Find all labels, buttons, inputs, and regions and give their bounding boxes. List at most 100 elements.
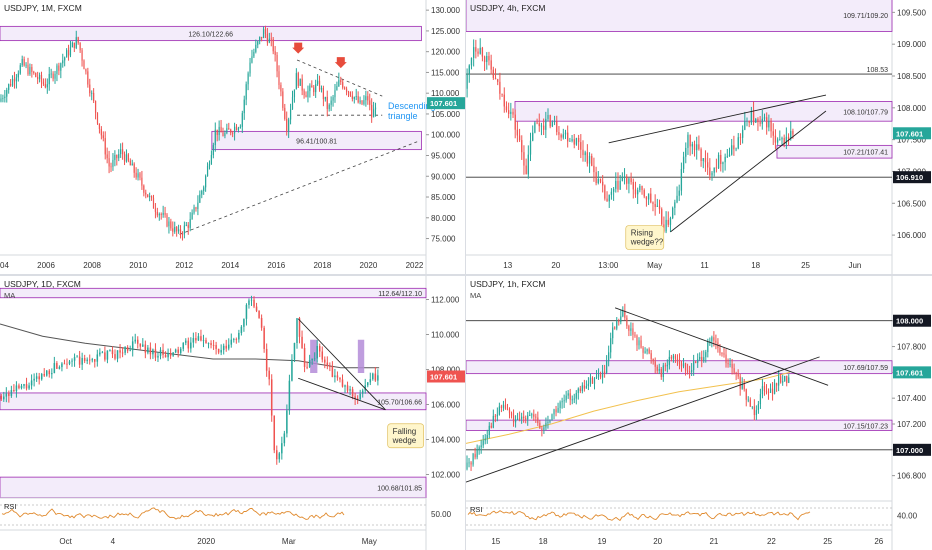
- candle-body: [483, 56, 486, 63]
- candle-body: [761, 386, 764, 395]
- candle-body: [54, 73, 56, 79]
- candle-body: [496, 414, 498, 417]
- rsi-label: RSI: [4, 502, 17, 511]
- candle-body: [532, 132, 534, 141]
- candle-body: [783, 138, 785, 144]
- candle-body: [774, 135, 777, 143]
- candle-body: [637, 190, 639, 195]
- candle-body: [641, 186, 643, 191]
- candle-body: [610, 191, 613, 195]
- candle-body: [717, 154, 720, 169]
- candle-body: [745, 389, 747, 400]
- candle-body: [43, 373, 45, 376]
- x-tick-label: 21: [709, 537, 718, 546]
- candle-body: [340, 80, 342, 83]
- candle-body: [266, 33, 269, 43]
- candle-body: [345, 88, 348, 92]
- candle-body: [680, 168, 683, 191]
- chart-hourly[interactable]: 107.69/107.59 107.15/107.23 RSI 40.00 108.00…: [466, 276, 932, 550]
- candle-body: [514, 419, 517, 423]
- annotation-descending-triangle: Descending triangle: [388, 101, 436, 121]
- chart-daily[interactable]: 112.64/112.10 105.70/106.66 100.68/101.85 F…: [0, 276, 466, 550]
- candle-body: [499, 81, 501, 94]
- candle-body: [264, 29, 267, 34]
- x-tick-label: 2012: [175, 261, 193, 270]
- candle-body: [638, 340, 640, 346]
- y-tick-label: 107.200: [897, 420, 926, 429]
- x-tick-label: 2006: [37, 261, 55, 270]
- candle-body: [44, 83, 46, 88]
- y-tick-label: 108.000: [431, 366, 460, 375]
- y-tick-label: 106.800: [897, 472, 926, 481]
- candle-body: [488, 55, 490, 61]
- candle-body: [324, 96, 326, 100]
- y-tick-label: 80.000: [431, 214, 456, 223]
- x-tick-label: May: [362, 537, 377, 546]
- candle-body: [280, 84, 282, 92]
- candle-body: [104, 352, 106, 360]
- candle-body: [470, 57, 473, 66]
- candle-body: [661, 209, 663, 225]
- candle-body: [127, 154, 129, 161]
- candle-body: [792, 130, 794, 135]
- candle-body: [608, 194, 610, 202]
- candle-body: [595, 172, 597, 184]
- candle-body: [656, 366, 658, 371]
- candle-body: [25, 384, 28, 389]
- candle-body: [63, 363, 66, 365]
- candle-body: [284, 107, 286, 119]
- chart-monthly[interactable]: 126.10/122.66 96.41/100.81 Descending trian…: [0, 0, 466, 274]
- candle-body: [35, 376, 38, 379]
- candle-body: [167, 352, 169, 358]
- candle-body: [174, 227, 176, 232]
- candle-body: [369, 379, 372, 383]
- x-tick-label: 15: [491, 537, 500, 546]
- candle-body: [75, 37, 77, 48]
- candle-body: [326, 362, 329, 367]
- candle-body: [210, 343, 212, 346]
- candle-body: [494, 415, 496, 417]
- candle-body: [502, 404, 505, 408]
- candle-body: [581, 385, 583, 392]
- rsi-tick-label: 50.00: [431, 510, 452, 519]
- candle-body: [512, 111, 514, 115]
- candle-body: [488, 425, 490, 436]
- candle-body: [371, 104, 373, 118]
- current-price-label: 107.601: [896, 368, 923, 377]
- candle-body: [164, 212, 166, 215]
- candle-body: [121, 352, 124, 354]
- candle-body: [776, 383, 778, 386]
- candle-body: [356, 398, 359, 400]
- candle-body: [615, 180, 617, 189]
- candle-body: [270, 379, 273, 416]
- candle-body: [542, 125, 545, 130]
- candle-body: [472, 453, 474, 465]
- candle-body: [179, 348, 182, 353]
- panel-background: [466, 276, 932, 550]
- candle-body: [218, 126, 220, 135]
- candle-body: [66, 363, 68, 365]
- candle-body: [535, 416, 537, 418]
- candle-body: [308, 360, 311, 368]
- candle-body: [139, 343, 142, 347]
- candle-body: [126, 347, 129, 351]
- candle-body: [185, 224, 187, 226]
- candle-body: [672, 355, 675, 359]
- candle-body: [56, 65, 58, 74]
- candle-body: [237, 127, 240, 131]
- candle-body: [727, 363, 729, 365]
- candle-body: [715, 340, 717, 343]
- candle-body: [99, 352, 101, 355]
- candle-body: [253, 299, 255, 307]
- chart-4h[interactable]: 109.71/109.20 108.10/107.79 107.21/107.41 1…: [466, 0, 932, 274]
- candle-body: [11, 78, 14, 86]
- candle-body: [698, 144, 700, 150]
- candle-body: [547, 422, 549, 423]
- candle-body: [110, 166, 112, 168]
- candle-body: [94, 100, 97, 113]
- candle-body: [334, 90, 336, 98]
- candle-body: [361, 390, 364, 394]
- candle-body: [606, 360, 608, 373]
- candle-body: [172, 228, 174, 232]
